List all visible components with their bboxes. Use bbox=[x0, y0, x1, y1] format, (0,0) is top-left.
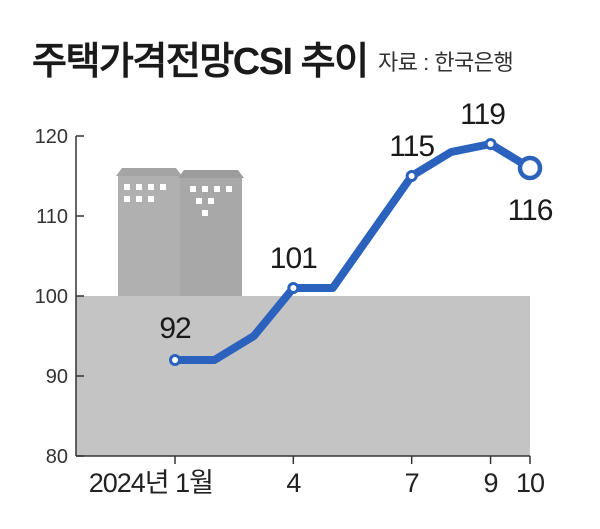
building-left-roof bbox=[116, 168, 182, 176]
data-label: 116 bbox=[508, 194, 553, 227]
data-label: 119 bbox=[460, 98, 505, 131]
data-label: 92 bbox=[159, 312, 191, 345]
y-tick-label: 80 bbox=[46, 446, 68, 468]
x-tick-label: 9 bbox=[484, 468, 498, 498]
data-point bbox=[484, 138, 497, 150]
building-left bbox=[118, 176, 180, 298]
building-windows bbox=[124, 184, 232, 216]
point-layer bbox=[169, 138, 543, 366]
x-tick-label: 4 bbox=[286, 468, 301, 498]
data-label: 115 bbox=[389, 130, 434, 163]
y-tick-label: 120 bbox=[35, 126, 68, 148]
data-point bbox=[517, 155, 543, 181]
series-line-layer bbox=[171, 140, 534, 364]
y-tick-label: 100 bbox=[35, 286, 68, 308]
building-right-roof bbox=[178, 170, 244, 178]
label-layer: 92 101 115 119 116 bbox=[159, 98, 553, 345]
y-tick-label: 110 bbox=[36, 206, 68, 228]
series-line bbox=[171, 140, 534, 364]
data-label: 101 bbox=[270, 242, 317, 275]
data-point bbox=[405, 170, 418, 182]
x-tick-label: 10 bbox=[516, 468, 544, 498]
chart-title: 주택가격전망CSI 추이 bbox=[32, 41, 369, 83]
baseline-area-layer bbox=[76, 296, 530, 456]
x-tick-label: 2024년 1월 bbox=[89, 468, 213, 498]
y-tick-label: 90 bbox=[46, 366, 68, 388]
data-point bbox=[169, 354, 181, 366]
baseline-area bbox=[76, 296, 530, 456]
axis-layer: 80 90 100 110 120 2024년 1월 4 7 9 10 bbox=[35, 126, 545, 498]
building-right bbox=[180, 178, 242, 298]
source-note: 자료 : 한국은행 bbox=[378, 50, 514, 75]
building-illustration bbox=[116, 168, 244, 298]
x-tick-label: 7 bbox=[405, 468, 419, 498]
data-point bbox=[287, 282, 300, 294]
